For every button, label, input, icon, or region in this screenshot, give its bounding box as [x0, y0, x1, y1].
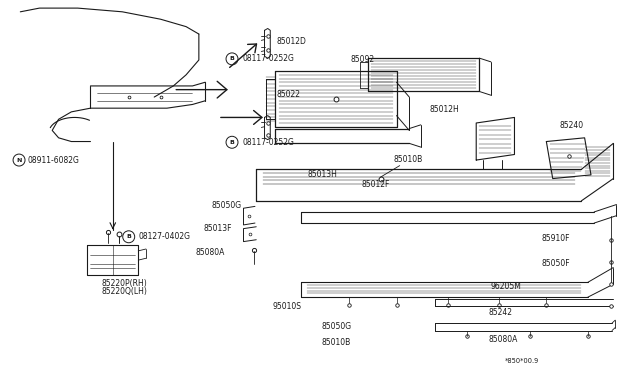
Text: 08117-0252G: 08117-0252G: [242, 138, 294, 147]
Text: 85240: 85240: [559, 122, 583, 131]
Text: 85010B: 85010B: [394, 155, 423, 164]
Text: 85080A: 85080A: [489, 334, 518, 344]
Text: 85050G: 85050G: [322, 321, 352, 331]
Text: 85092: 85092: [351, 55, 375, 64]
Text: 85010B: 85010B: [322, 338, 351, 347]
Text: 08117-0252G: 08117-0252G: [242, 54, 294, 63]
Text: 85220Q(LH): 85220Q(LH): [102, 287, 148, 296]
Text: 96205M: 96205M: [491, 282, 522, 291]
Text: 85012F: 85012F: [362, 180, 390, 189]
Text: 85080A: 85080A: [196, 248, 225, 257]
Text: 85013F: 85013F: [204, 224, 232, 233]
Text: 85012D: 85012D: [276, 37, 307, 46]
Text: 08127-0402G: 08127-0402G: [139, 232, 191, 241]
Text: 85012H: 85012H: [429, 105, 460, 114]
Text: 08911-6082G: 08911-6082G: [28, 155, 80, 164]
Text: B: B: [230, 57, 234, 61]
Text: 85242: 85242: [489, 308, 513, 317]
Text: 95010S: 95010S: [273, 302, 302, 311]
Text: B: B: [230, 140, 234, 145]
Text: 85050G: 85050G: [212, 201, 242, 210]
Text: 85013H: 85013H: [307, 170, 337, 179]
Text: 85910F: 85910F: [542, 234, 570, 243]
Text: 85050F: 85050F: [542, 259, 570, 267]
Text: N: N: [17, 158, 22, 163]
Text: 85022: 85022: [276, 90, 301, 99]
Text: B: B: [126, 234, 131, 239]
Text: 85220P(RH): 85220P(RH): [102, 279, 148, 288]
Text: *850*00.9: *850*00.9: [505, 358, 539, 364]
